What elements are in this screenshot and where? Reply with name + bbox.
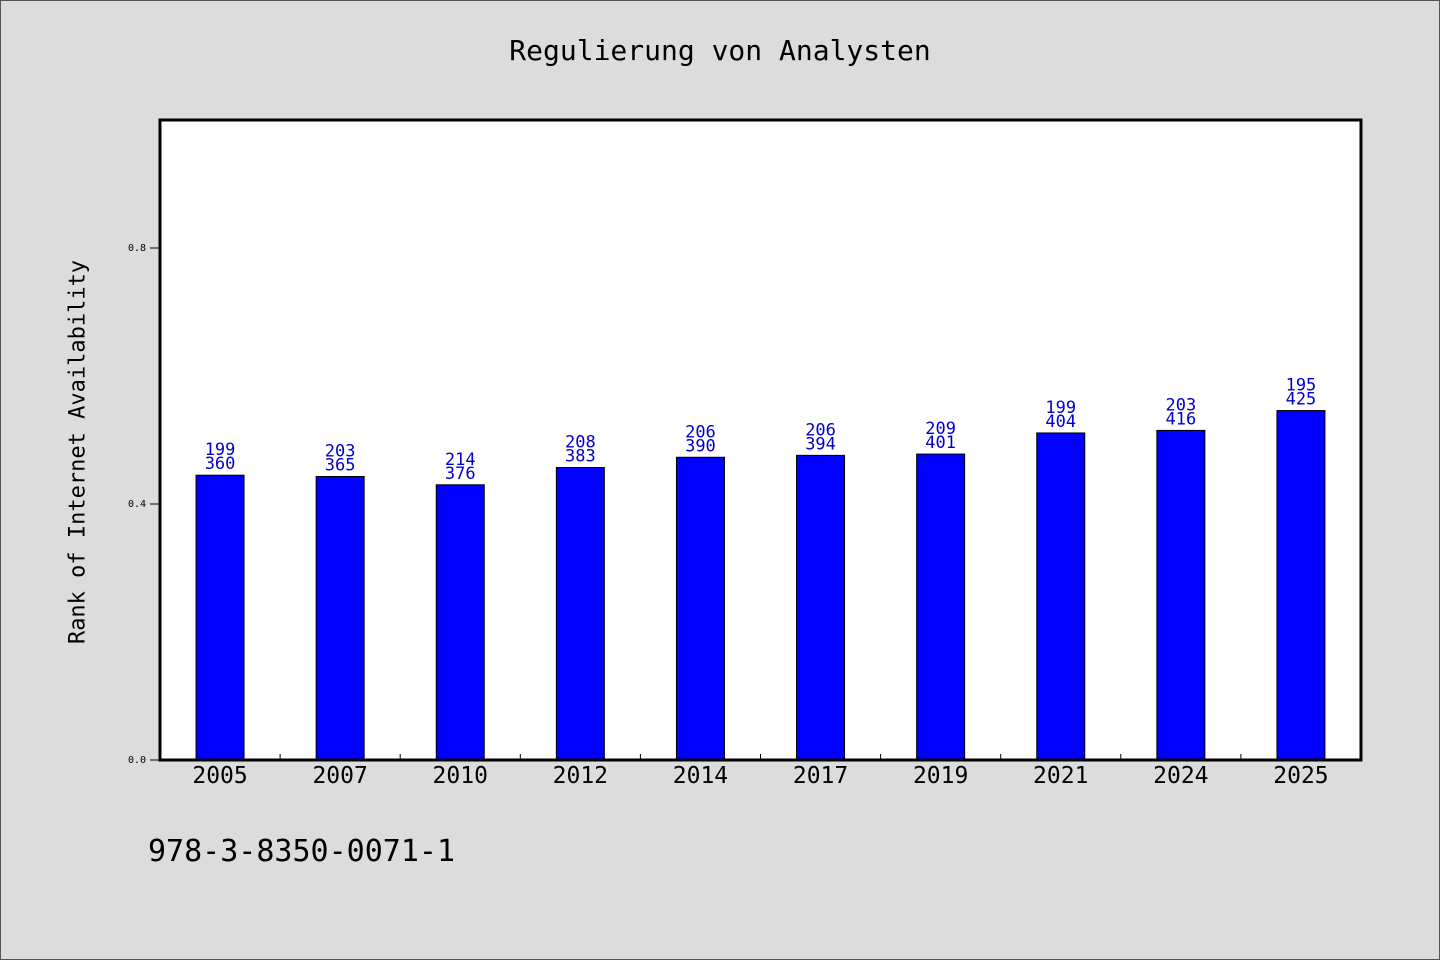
bar-label-top: 195 [1286,376,1317,396]
bar-label-bottom: 416 [1165,409,1196,429]
bar [675,456,725,761]
x-tick-label: 2024 [1153,763,1208,789]
y-tick-label: 0.8 [128,243,146,254]
bar-label-bottom: 404 [1045,412,1076,432]
bar-label-top: 203 [1165,395,1196,415]
bar-label-bottom: 376 [445,464,476,484]
bar [1036,432,1086,761]
bar-label-top: 208 [565,433,596,453]
bar-label-top: 199 [1045,398,1076,418]
x-tick-label: 2014 [673,763,728,789]
bar [796,454,846,761]
bar-label-bottom: 425 [1286,390,1317,410]
bar-label-top: 199 [205,440,236,460]
x-tick-label: 2010 [433,763,488,789]
bar [1156,429,1206,761]
isbn-text: 978-3-8350-0071-1 [148,834,456,869]
x-tick-label: 2017 [793,763,848,789]
bar-label-top: 206 [685,422,716,442]
bar [435,484,485,761]
bar [916,453,966,761]
x-tick-label: 2019 [913,763,968,789]
bar-label-top: 206 [805,420,836,440]
bar-label-top: 214 [445,450,476,470]
bar [1276,410,1326,761]
bar-label-bottom: 390 [685,436,716,456]
x-tick-label: 2021 [1033,763,1088,789]
y-tick-label: 0.4 [128,499,146,510]
x-tick-label: 2005 [192,763,247,789]
bar [555,467,605,761]
chart-title: Regulierung von Analysten [509,34,931,67]
bar-label-top: 209 [925,419,956,439]
bar-label-bottom: 394 [805,434,836,454]
bar-label-bottom: 360 [205,454,236,474]
bar-label-bottom: 365 [325,455,356,475]
plot-frame [158,118,1363,762]
x-tick-label: 2007 [312,763,367,789]
bar-label-bottom: 401 [925,433,956,453]
bar-label-bottom: 383 [565,447,596,467]
x-tick-label: 2025 [1273,763,1328,789]
x-tick-label: 2012 [553,763,608,789]
bar-label-top: 203 [325,441,356,461]
bar [315,475,365,761]
y-tick-label: 0.0 [128,755,146,766]
bar [195,474,245,761]
